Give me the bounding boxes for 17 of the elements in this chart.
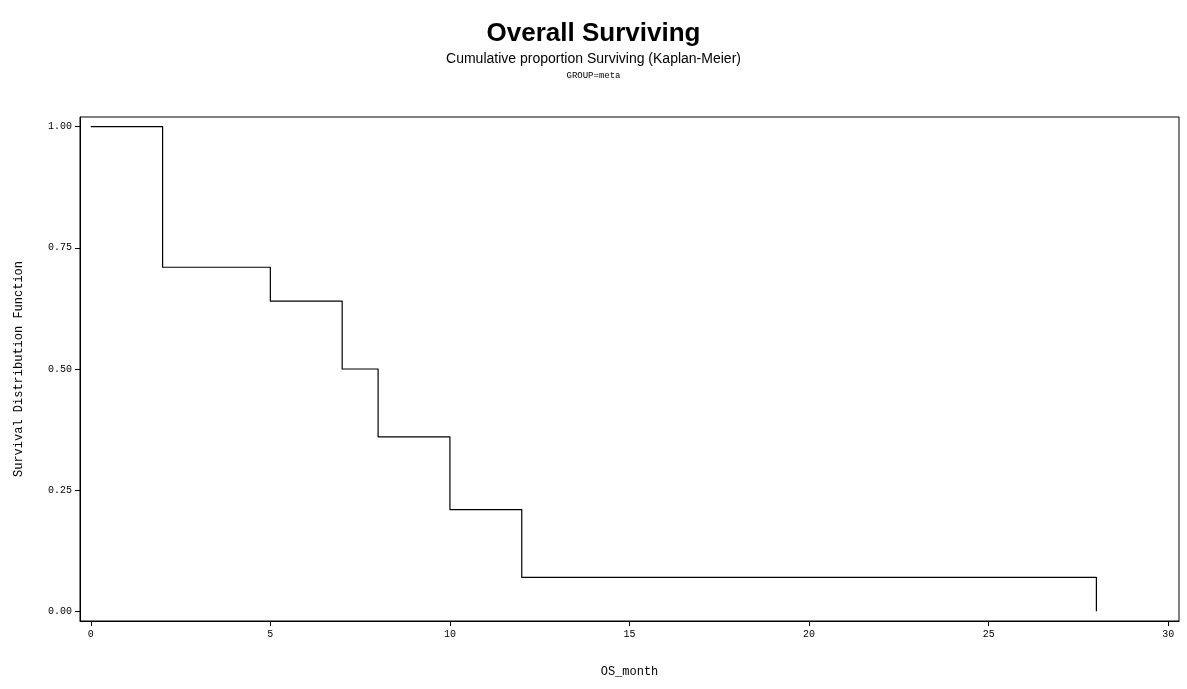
chart-title: Overall Surviving	[486, 17, 701, 47]
x-tick-label: 0	[87, 628, 94, 640]
x-tick-label: 15	[623, 628, 636, 640]
y-tick-label: 0.75	[47, 242, 72, 254]
x-tick-label: 20	[803, 628, 816, 640]
x-tick-label: 25	[982, 628, 995, 640]
x-tick-label: 10	[443, 628, 456, 640]
x-tick-label: 30	[1162, 628, 1175, 640]
text: GROUP=meta	[566, 70, 622, 81]
y-tick-label: 0.00	[47, 605, 72, 617]
y-tick-label: 1.00	[47, 121, 72, 133]
chart-subtitle: Cumulative proportion Surviving (Kaplan-Meier)	[446, 50, 741, 66]
x-axis-title: OS_month	[600, 665, 659, 679]
y-tick-label: 0.50	[47, 363, 72, 375]
y-tick-label: 0.25	[47, 484, 72, 496]
y-axis-title: Survival Distribution Function	[12, 260, 26, 478]
x-tick-label: 5	[267, 628, 274, 640]
